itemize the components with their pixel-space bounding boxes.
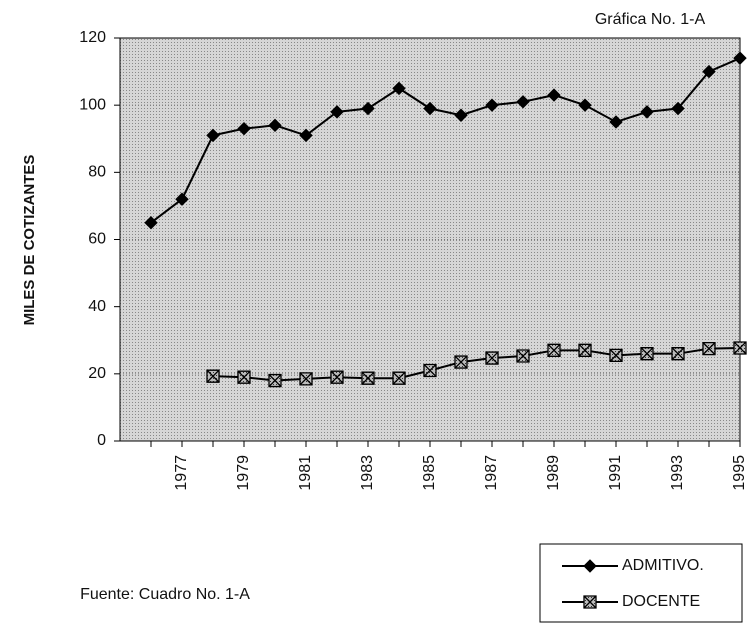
marker	[454, 108, 468, 122]
marker	[206, 369, 220, 383]
marker	[583, 559, 597, 573]
marker	[578, 343, 592, 357]
marker	[671, 347, 685, 361]
marker	[361, 101, 375, 116]
x-tick-label: 1985	[421, 455, 438, 491]
marker	[299, 372, 313, 386]
marker	[268, 373, 282, 388]
marker	[702, 64, 716, 79]
y-tick-label: 40	[88, 298, 106, 315]
marker	[330, 370, 344, 384]
x-tick-label: 1989	[545, 455, 562, 491]
x-tick-label: 1983	[359, 455, 376, 491]
x-tick-label: 1987	[483, 455, 500, 491]
y-tick-label: 0	[97, 432, 106, 449]
legend-label: DOCENTE	[622, 593, 700, 610]
marker	[299, 128, 313, 143]
marker	[609, 348, 623, 363]
y-tick-label: 20	[88, 365, 106, 382]
marker	[547, 88, 561, 102]
marker	[175, 192, 189, 206]
marker	[516, 95, 530, 109]
marker	[671, 101, 685, 116]
x-tick-label: 1993	[669, 455, 686, 491]
marker	[237, 121, 251, 136]
marker	[578, 98, 592, 112]
marker	[583, 595, 597, 609]
legend	[539, 543, 743, 623]
x-tick-label: 1991	[607, 455, 624, 491]
marker	[640, 105, 654, 119]
marker	[733, 51, 747, 65]
marker	[609, 115, 623, 129]
marker	[237, 370, 251, 384]
marker	[516, 349, 530, 363]
marker	[268, 118, 282, 133]
legend-label: ADMITIVO.	[622, 557, 704, 574]
x-tick-label: 1979	[235, 455, 252, 491]
y-tick-label: 100	[79, 96, 106, 113]
y-tick-label: 60	[88, 231, 106, 248]
marker	[485, 98, 499, 112]
chart-annotation: Gráfica No. 1-A	[595, 11, 706, 28]
marker	[330, 105, 344, 119]
x-tick-label: 1995	[731, 455, 748, 491]
marker	[485, 351, 499, 365]
y-axis-label: MILES DE COTIZANTES	[21, 155, 38, 326]
marker	[144, 216, 158, 230]
marker	[702, 341, 716, 356]
marker	[454, 355, 468, 369]
source-note: Fuente: Cuadro No. 1-A	[80, 586, 250, 603]
x-tick-label: 1981	[297, 455, 314, 491]
x-tick-label: 1977	[173, 455, 190, 491]
marker	[392, 81, 406, 96]
marker	[733, 341, 747, 355]
y-tick-label: 80	[88, 164, 106, 181]
marker	[361, 371, 375, 385]
marker	[423, 101, 437, 116]
y-tick-label: 120	[79, 29, 106, 46]
marker	[547, 343, 561, 357]
marker	[640, 347, 654, 361]
marker	[206, 128, 220, 143]
marker	[392, 371, 406, 385]
marker	[423, 363, 437, 378]
